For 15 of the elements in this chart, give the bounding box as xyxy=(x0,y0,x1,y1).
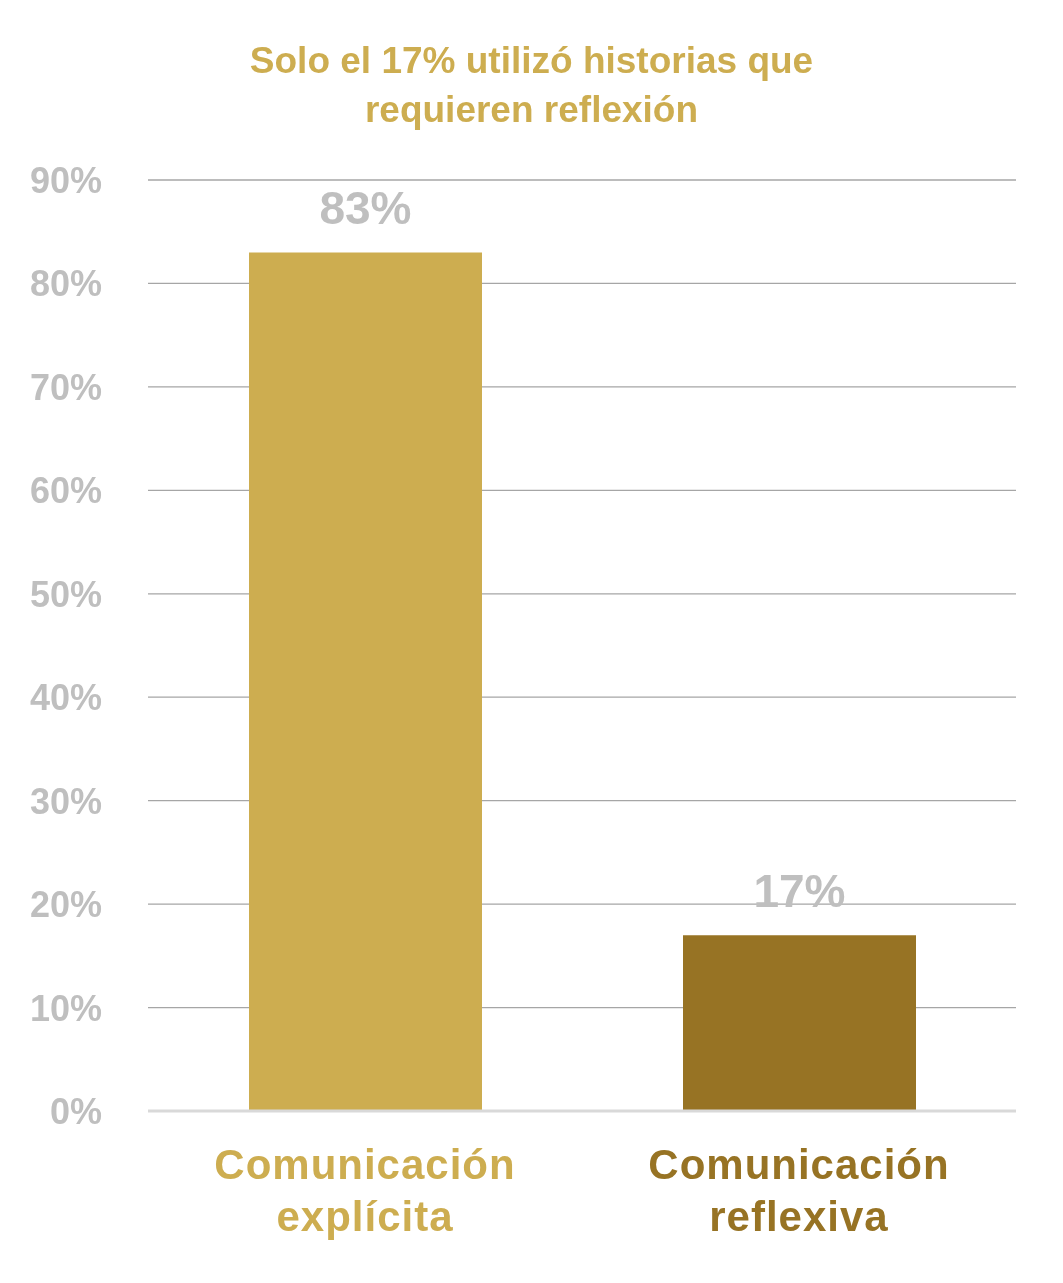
y-tick-label: 50% xyxy=(29,573,102,615)
y-tick-label: 20% xyxy=(29,884,102,926)
x-tick-label: Comunicación explícita xyxy=(214,1141,516,1240)
y-tick-label: 70% xyxy=(29,366,102,408)
data-label: 83% xyxy=(319,182,412,235)
data-label: 17% xyxy=(753,865,846,918)
y-tick-label: 30% xyxy=(29,780,102,822)
y-tick-label: 60% xyxy=(29,470,102,512)
x-tick-label: Comunicación reflexiva xyxy=(648,1141,950,1240)
y-tick-label: 80% xyxy=(29,263,102,305)
y-tick-label: 0% xyxy=(49,1091,102,1132)
y-tick-label: 40% xyxy=(29,677,102,719)
y-tick-label: 90% xyxy=(29,160,102,201)
y-tick-label: 10% xyxy=(29,987,102,1029)
chart-title: Solo el 17% utilizó historias que requieren reflexión xyxy=(248,39,815,132)
